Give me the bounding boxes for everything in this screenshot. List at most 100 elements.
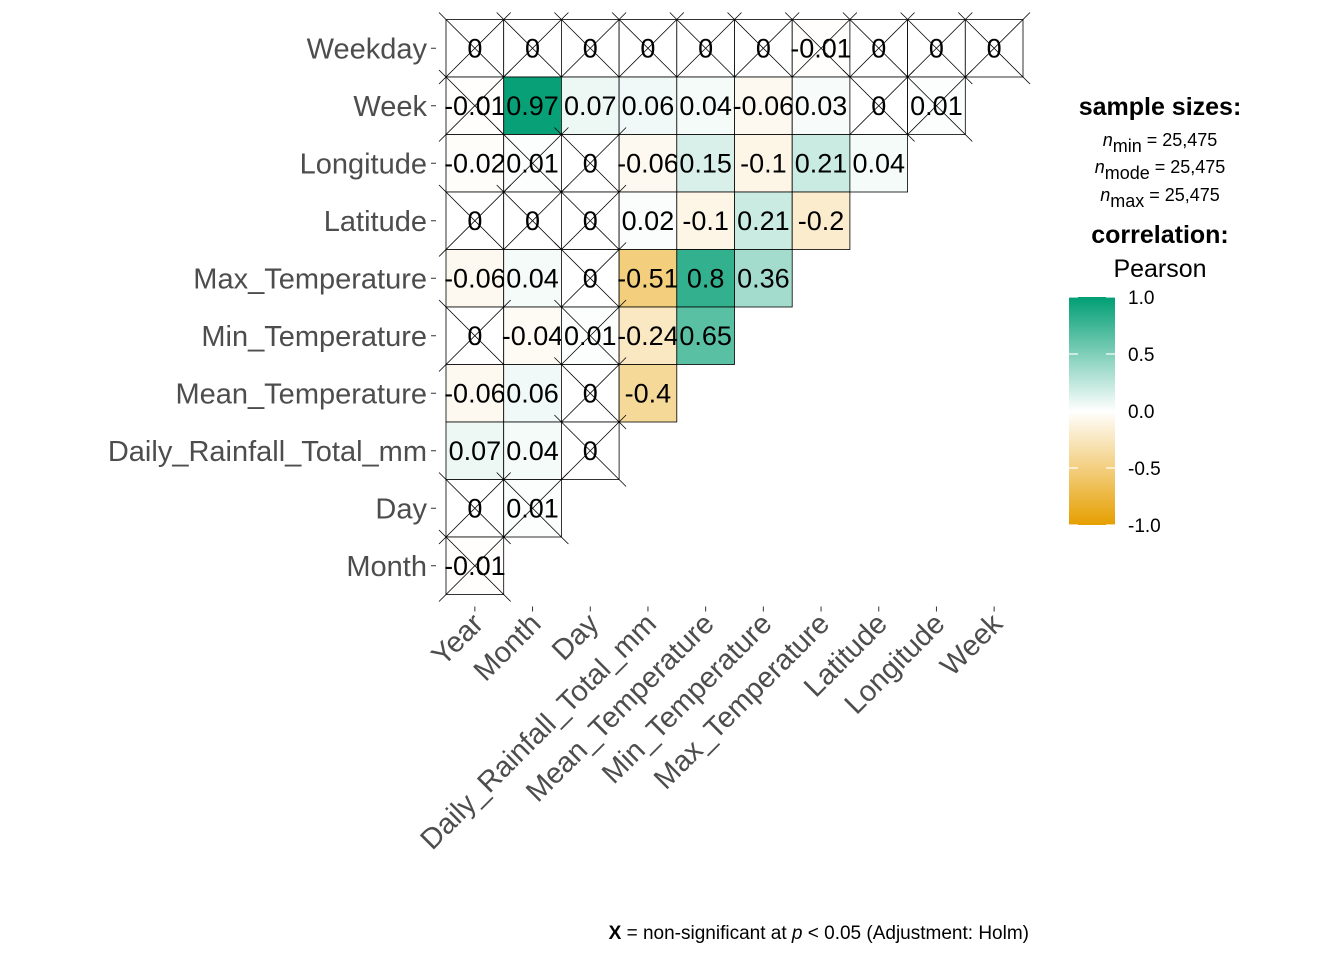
cell-value-label: -0.06 bbox=[617, 148, 679, 178]
heatmap-cell: 0 bbox=[496, 12, 569, 85]
heatmap-cell: -0.1 bbox=[734, 134, 793, 193]
heatmap-cell: 0.04 bbox=[849, 134, 909, 193]
heatmap-cell: 0 bbox=[438, 184, 511, 257]
cell-fill bbox=[676, 191, 735, 250]
heatmap-cell: 0 bbox=[669, 12, 742, 85]
heatmap-cell: -0.24 bbox=[617, 306, 679, 365]
cell-value-label: 0.65 bbox=[679, 321, 732, 351]
caption-mark: X bbox=[609, 923, 622, 944]
cell-value-label: -0.24 bbox=[617, 321, 679, 351]
y-axis-label: Daily_Rainfall_Total_mm bbox=[108, 436, 427, 468]
caption-p: p bbox=[791, 923, 803, 944]
scale-tick-label: 0.5 bbox=[1128, 345, 1154, 366]
cell-value-label: -0.02 bbox=[444, 148, 506, 178]
heatmap-cell: 0.01 bbox=[496, 472, 569, 545]
cell-fill bbox=[561, 76, 620, 135]
heatmap-cell: -0.2 bbox=[791, 191, 851, 250]
cell-value-label: 0.06 bbox=[622, 91, 675, 121]
cell-value-label: 0.97 bbox=[506, 91, 559, 121]
nonsignificant-cross-line bbox=[438, 299, 511, 372]
nonsignificant-cross-line bbox=[438, 472, 511, 545]
heatmap-cell: -0.51 bbox=[617, 249, 679, 308]
scale-tick-label: 0.0 bbox=[1128, 402, 1154, 423]
heatmap-cell: 0.36 bbox=[734, 249, 793, 308]
x-axis-label: Week bbox=[934, 607, 1009, 682]
nonsignificant-cross-line bbox=[554, 299, 627, 372]
color-scale-ticks: 1.0 0.5 0.0 -0.5 -1.0 bbox=[1069, 288, 1161, 537]
sample-sizes-title: sample sizes: bbox=[1079, 93, 1242, 121]
cell-fill bbox=[445, 364, 505, 423]
cell-fill bbox=[445, 249, 505, 308]
heatmap-cell: 0.01 bbox=[496, 127, 569, 200]
heatmap-cell: 0 bbox=[554, 127, 627, 200]
cell-fill bbox=[676, 306, 735, 365]
sample-size-line: nmin = 25,475 bbox=[1103, 130, 1218, 156]
cell-value-label: 0.03 bbox=[795, 91, 848, 121]
y-axis-label: Max_Temperature bbox=[193, 263, 427, 295]
cell-fill bbox=[791, 134, 851, 193]
nonsignificant-cross-line bbox=[727, 12, 800, 85]
nonsignificant-cross-line bbox=[438, 184, 511, 257]
y-axis-label: Day bbox=[375, 493, 427, 525]
heatmap-cell: 0.04 bbox=[503, 421, 562, 480]
heatmap-cell: -0.06 bbox=[733, 76, 795, 135]
nonsignificant-cross-line bbox=[784, 12, 858, 85]
heatmap-cell: 0.01 bbox=[554, 299, 627, 372]
cell-fill bbox=[676, 249, 735, 308]
cell-value-label: -0.06 bbox=[733, 91, 795, 121]
nonsignificant-cross-line bbox=[842, 69, 915, 142]
cell-fill bbox=[849, 134, 909, 193]
sample-size-line: nmode = 25,475 bbox=[1095, 157, 1226, 183]
heatmap-cell: 0.15 bbox=[676, 134, 735, 193]
cell-value-label: 0.15 bbox=[679, 148, 732, 178]
n-subscript: mode bbox=[1105, 163, 1150, 183]
cell-value-label: -0.2 bbox=[798, 206, 845, 236]
n-value: = 25,475 bbox=[1150, 157, 1226, 177]
heatmap-cell: -0.06 bbox=[617, 134, 679, 193]
cell-value-label: -0.06 bbox=[444, 378, 506, 408]
heatmap-cell: 0.21 bbox=[791, 134, 851, 193]
heatmap-cell: -0.1 bbox=[676, 191, 735, 250]
n-symbol: n bbox=[1095, 157, 1105, 177]
heatmap-cell: -0.06 bbox=[444, 249, 506, 308]
cell-value-label: 0.04 bbox=[506, 436, 559, 466]
correlation-title: correlation: bbox=[1091, 221, 1229, 249]
heatmap-cell: 0 bbox=[554, 357, 627, 430]
cell-fill bbox=[503, 364, 562, 423]
heatmap-cell: 0 bbox=[496, 184, 569, 257]
cell-fill bbox=[618, 134, 678, 193]
cell-value-label: -0.1 bbox=[682, 206, 729, 236]
nonsignificant-cross-line bbox=[554, 357, 627, 430]
heatmap-cell: 0.8 bbox=[676, 249, 735, 308]
cell-value-label: 0.21 bbox=[795, 148, 848, 178]
heatmap-cell: -0.06 bbox=[444, 364, 506, 423]
n-symbol: n bbox=[1100, 185, 1110, 205]
heatmap-cell: 0.97 bbox=[503, 76, 562, 135]
nonsignificant-cross-line bbox=[496, 184, 569, 257]
cell-value-label: -0.51 bbox=[617, 263, 679, 293]
cell-fill bbox=[618, 249, 678, 308]
heatmap-cell: 0.07 bbox=[561, 76, 620, 135]
cell-value-label: 0.8 bbox=[687, 263, 725, 293]
heatmap-cell: 0 bbox=[842, 69, 915, 142]
heatmap-cell: 0 bbox=[727, 12, 800, 85]
heatmap-cell: 0 bbox=[438, 472, 511, 545]
heatmap-cell: -0.04 bbox=[502, 306, 564, 365]
cell-value-label: 0.06 bbox=[506, 378, 559, 408]
correlation-method: Pearson bbox=[1113, 255, 1206, 283]
cell-value-label: -0.06 bbox=[444, 263, 506, 293]
cell-value-label: -0.04 bbox=[502, 321, 564, 351]
cell-fill bbox=[676, 76, 735, 135]
cell-fill bbox=[618, 364, 678, 423]
nonsignificant-cross-line bbox=[900, 69, 973, 142]
x-axis-label: Month bbox=[468, 608, 548, 688]
heatmap-cell: 0 bbox=[554, 242, 627, 315]
heatmap-cell: 0.02 bbox=[618, 191, 678, 250]
n-value: = 25,475 bbox=[1144, 185, 1220, 205]
cell-value-label: 0.04 bbox=[852, 148, 905, 178]
cell-value-label: 0.36 bbox=[737, 263, 790, 293]
heatmap-cell: 0 bbox=[554, 414, 627, 487]
